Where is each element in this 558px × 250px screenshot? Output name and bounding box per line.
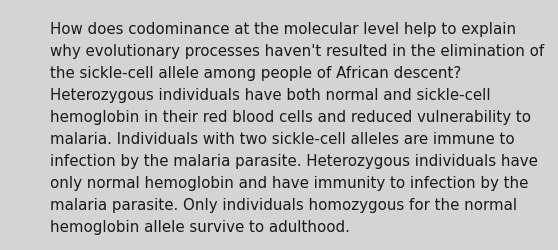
Text: Heterozygous individuals have both normal and sickle-cell: Heterozygous individuals have both norma… — [50, 88, 490, 102]
Text: only normal hemoglobin and have immunity to infection by the: only normal hemoglobin and have immunity… — [50, 175, 528, 190]
Text: hemoglobin in their red blood cells and reduced vulnerability to: hemoglobin in their red blood cells and … — [50, 110, 531, 124]
Text: How does codominance at the molecular level help to explain: How does codominance at the molecular le… — [50, 22, 516, 37]
Text: malaria. Individuals with two sickle-cell alleles are immune to: malaria. Individuals with two sickle-cel… — [50, 132, 514, 146]
Text: malaria parasite. Only individuals homozygous for the normal: malaria parasite. Only individuals homoz… — [50, 197, 517, 212]
Text: hemoglobin allele survive to adulthood.: hemoglobin allele survive to adulthood. — [50, 219, 350, 234]
Text: the sickle-cell allele among people of African descent?: the sickle-cell allele among people of A… — [50, 66, 461, 81]
Text: why evolutionary processes haven't resulted in the elimination of: why evolutionary processes haven't resul… — [50, 44, 544, 59]
Text: infection by the malaria parasite. Heterozygous individuals have: infection by the malaria parasite. Heter… — [50, 154, 538, 168]
